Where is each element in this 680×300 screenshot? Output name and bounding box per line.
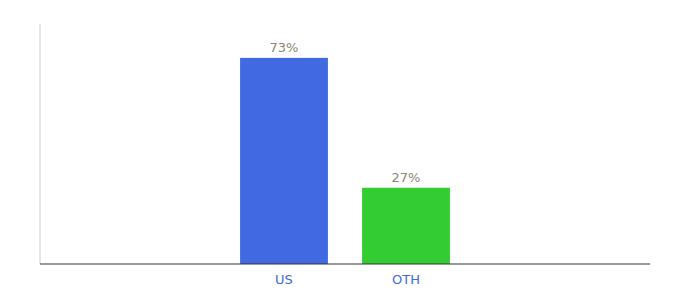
- bar: [362, 188, 450, 264]
- bar: [240, 58, 328, 264]
- x-tick-label: US: [275, 272, 293, 287]
- bars: [240, 58, 450, 264]
- x-axis-line: [40, 264, 650, 265]
- x-tick-label: OTH: [392, 272, 420, 287]
- data-label: 73%: [270, 40, 299, 55]
- data-label: 27%: [392, 170, 421, 185]
- y-axis-line: [40, 24, 41, 264]
- chart-svg: 73% 27% US OTH: [0, 0, 680, 300]
- chart-container: 73% 27% US OTH: [0, 0, 680, 300]
